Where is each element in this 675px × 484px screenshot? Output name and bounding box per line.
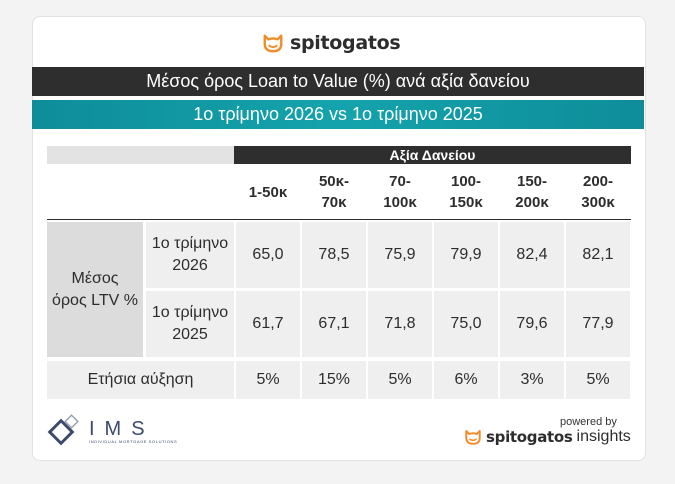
table-cell: 78,5 bbox=[302, 222, 366, 288]
growth-cell: 5% bbox=[236, 361, 300, 399]
growth-label: Ετήσια αύξηση bbox=[47, 361, 234, 399]
cat-icon bbox=[465, 430, 481, 445]
growth-cell: 3% bbox=[500, 361, 564, 399]
diamond-icon bbox=[47, 414, 79, 446]
insights-logo: spitogatos insights bbox=[464, 428, 631, 446]
table-cell: 82,1 bbox=[566, 222, 630, 288]
header-divider bbox=[47, 219, 631, 220]
growth-cell: 6% bbox=[434, 361, 498, 399]
col-header: 100- 150κ bbox=[449, 173, 483, 211]
insights-word: insights bbox=[576, 428, 631, 445]
table-cell: 82,4 bbox=[500, 222, 564, 288]
table-cell: 79,6 bbox=[500, 291, 564, 357]
powered-by: powered by bbox=[560, 416, 617, 428]
growth-cell: 5% bbox=[566, 361, 630, 399]
spitogatos-logo: spitogatos bbox=[262, 30, 401, 56]
table-cell: 75,9 bbox=[368, 222, 432, 288]
table-cell: 65,0 bbox=[236, 222, 300, 288]
col-header: 200- 300κ bbox=[581, 173, 615, 211]
col-header: 70- 100κ bbox=[383, 173, 417, 211]
title-bar: Μέσος όρος Loan to Value (%) ανά αξία δα… bbox=[32, 67, 644, 96]
growth-cell: 15% bbox=[302, 361, 366, 399]
group-header: Αξία Δανείου bbox=[234, 146, 631, 164]
table-cell: 77,9 bbox=[566, 291, 630, 357]
col-header: 50κ- 70κ bbox=[318, 173, 350, 211]
col-header: 150- 200κ bbox=[515, 173, 549, 211]
insights-brand: spitogatos bbox=[486, 428, 573, 446]
row-group-label: Μέσος όρος LTV % bbox=[47, 222, 143, 357]
table-cell: 79,9 bbox=[434, 222, 498, 288]
row-label: 1ο τρίμηνο 2026 bbox=[146, 222, 234, 288]
col-header: 1-50κ bbox=[248, 183, 288, 201]
brand-name: spitogatos bbox=[290, 32, 401, 54]
table-cell: 71,8 bbox=[368, 291, 432, 357]
growth-cell: 5% bbox=[368, 361, 432, 399]
ims-logo: IMS INDIVIDUAL MORTGAGE SOLUTIONS bbox=[47, 414, 177, 448]
header-spacer bbox=[47, 146, 234, 164]
ims-letters: IMS bbox=[89, 417, 155, 440]
cat-icon bbox=[263, 34, 283, 53]
table-cell: 75,0 bbox=[434, 291, 498, 357]
row-label: 1ο τρίμηνο 2025 bbox=[146, 291, 234, 357]
subtitle-bar: 1ο τρίμηνο 2026 vs 1ο τρίμηνο 2025 bbox=[32, 100, 644, 129]
table-cell: 67,1 bbox=[302, 291, 366, 357]
ims-subtitle: INDIVIDUAL MORTGAGE SOLUTIONS bbox=[89, 438, 178, 444]
table-cell: 61,7 bbox=[236, 291, 300, 357]
